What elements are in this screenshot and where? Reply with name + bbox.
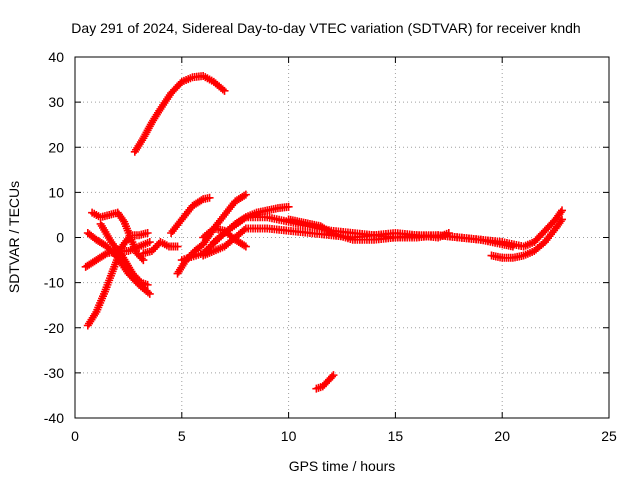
x-axis-label: GPS time / hours [289, 458, 396, 474]
data-point [173, 242, 182, 251]
y-tick-label: -40 [44, 410, 64, 426]
data-point-interp [101, 250, 110, 259]
data-point [241, 190, 250, 199]
y-tick-label: -20 [44, 320, 64, 336]
data-point-interp [556, 217, 565, 226]
data-point [143, 228, 152, 237]
x-tick-label: 20 [494, 428, 510, 444]
data-point [139, 256, 148, 265]
x-tick-label: 15 [388, 428, 404, 444]
x-tick-label: 5 [178, 428, 186, 444]
data-point [284, 202, 293, 211]
y-tick-label: 20 [48, 139, 64, 155]
chart-title: Day 291 of 2024, Sidereal Day-to-day VTE… [71, 20, 580, 36]
y-axis-label: SDTVAR / TECUs [6, 181, 22, 293]
data-points [81, 71, 567, 393]
x-tick-label: 10 [281, 428, 297, 444]
series-arc-peak [130, 71, 229, 156]
data-point-interp [556, 208, 565, 217]
data-point-interp [240, 191, 249, 200]
data-point-interp [137, 254, 146, 263]
axis-tick-labels: 0 5 10 15 20 25 -40 -30 -20 -10 0 10 20 30 40 [44, 49, 617, 444]
data-point [241, 242, 250, 251]
grid [75, 57, 609, 418]
y-tick-label: 10 [48, 184, 64, 200]
y-tick-label: -10 [44, 275, 64, 291]
data-point [205, 193, 214, 202]
data-point [558, 206, 567, 215]
series-arc-small-wave [139, 238, 182, 258]
data-point-interp [143, 288, 152, 297]
series-arc-short [284, 215, 453, 244]
data-point-interp [240, 241, 249, 250]
series-arc-v-shape [96, 219, 152, 289]
series-arc-late [209, 202, 293, 247]
data-point [145, 289, 154, 298]
data-point [143, 280, 152, 289]
y-tick-label: 30 [48, 94, 64, 110]
data-point [329, 371, 338, 380]
data-point [444, 228, 453, 237]
axis-ticks [74, 56, 610, 419]
data-point-interp [328, 372, 337, 381]
series-arc-drop [199, 224, 250, 251]
data-point [558, 215, 567, 224]
series-arc-low-isolated [312, 371, 338, 393]
series-arc-blip [167, 193, 214, 237]
data-point-interp [197, 196, 206, 205]
series-arc-negative-rise [81, 238, 154, 271]
data-point-interp [118, 215, 127, 224]
x-tick-label: 0 [71, 428, 79, 444]
x-tick-label: 25 [601, 428, 617, 444]
y-tick-label: 0 [56, 230, 64, 246]
y-tick-label: -30 [44, 365, 64, 381]
data-point-interp [218, 85, 227, 94]
y-tick-label: 40 [48, 49, 64, 65]
data-point-interp [240, 225, 249, 234]
data-point [220, 86, 229, 95]
data-point [145, 238, 154, 247]
series-arc-evening [487, 215, 567, 262]
data-point-interp [325, 227, 334, 236]
